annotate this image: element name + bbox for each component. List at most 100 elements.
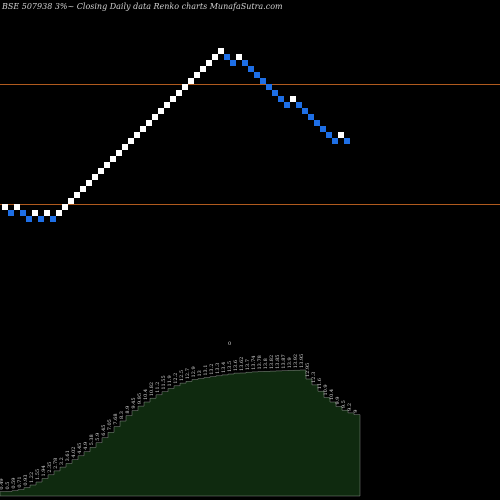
reference-lines bbox=[0, 84, 500, 205]
volume-label: 0.93 bbox=[23, 474, 29, 485]
renko-brick-up bbox=[206, 60, 212, 66]
renko-bricks bbox=[2, 48, 350, 222]
volume-label: 13.2 bbox=[209, 364, 215, 375]
volume-label: 1.94 bbox=[41, 465, 47, 476]
volume-label: 10.4 bbox=[329, 389, 335, 400]
volume-label: 11.2 bbox=[155, 382, 161, 393]
renko-brick-down bbox=[260, 78, 266, 84]
volume-label: 12.7 bbox=[185, 368, 191, 379]
volume-label: 13.8 bbox=[263, 358, 269, 369]
renko-brick-down bbox=[8, 210, 14, 216]
volume-label: 11.55 bbox=[161, 375, 167, 389]
volume-label: 6.45 bbox=[101, 425, 107, 436]
renko-brick-up bbox=[290, 96, 296, 102]
volume-area-path bbox=[0, 369, 361, 497]
volume-label: 12.3 bbox=[311, 372, 317, 383]
renko-brick-down bbox=[230, 60, 236, 66]
renko-brick-up bbox=[32, 210, 38, 216]
volume-label: 4.02 bbox=[71, 447, 77, 458]
renko-brick-up bbox=[62, 204, 68, 210]
renko-brick-up bbox=[128, 138, 134, 144]
renko-brick-up bbox=[98, 168, 104, 174]
renko-brick-up bbox=[110, 156, 116, 162]
renko-brick-down bbox=[296, 102, 302, 108]
renko-brick-down bbox=[332, 138, 338, 144]
renko-brick-up bbox=[44, 210, 50, 216]
volume-label: 1.55 bbox=[35, 469, 41, 480]
volume-label: 10.82 bbox=[149, 382, 155, 396]
renko-brick-down bbox=[38, 216, 44, 222]
volume-label: 0.5 bbox=[5, 482, 11, 490]
volume-label: 13.5 bbox=[227, 361, 233, 372]
volume-label: 10.4 bbox=[143, 389, 149, 400]
volume-label: 2.78 bbox=[53, 458, 59, 469]
volume-label: 13.9 bbox=[287, 357, 293, 368]
renko-brick-up bbox=[74, 192, 80, 198]
volume-label: 2.35 bbox=[47, 462, 53, 473]
renko-brick-up bbox=[176, 90, 182, 96]
renko-brick-up bbox=[164, 102, 170, 108]
renko-brick-up bbox=[188, 78, 194, 84]
volume-label: 12.95 bbox=[305, 363, 311, 377]
renko-brick-up bbox=[86, 180, 92, 186]
renko-brick-up bbox=[194, 72, 200, 78]
volume-label: 8.3 bbox=[119, 411, 125, 419]
volume-label: 13.62 bbox=[239, 357, 245, 371]
volume-label: 13.3 bbox=[215, 363, 221, 374]
volume-label: 11.9 bbox=[167, 375, 173, 386]
renko-brick-up bbox=[218, 48, 224, 54]
renko-brick-down bbox=[308, 114, 314, 120]
volume-label: 12.9 bbox=[191, 366, 197, 377]
volume-label: 9.95 bbox=[137, 393, 143, 404]
volume-label: 13.85 bbox=[275, 355, 281, 369]
volume-label: 13 bbox=[197, 370, 203, 376]
renko-brick-up bbox=[212, 54, 218, 60]
renko-brick-up bbox=[140, 126, 146, 132]
renko-brick-down bbox=[254, 72, 260, 78]
renko-brick-down bbox=[284, 102, 290, 108]
volume-label: 1.22 bbox=[29, 472, 35, 483]
volume-label: 8.9 bbox=[125, 406, 131, 414]
volume-marker-label: 0 bbox=[228, 341, 231, 347]
volume-label: 0.59 bbox=[11, 478, 17, 489]
renko-brick-down bbox=[320, 126, 326, 132]
volume-label: 13.6 bbox=[233, 360, 239, 371]
renko-brick-up bbox=[146, 120, 152, 126]
renko-brick-down bbox=[20, 210, 26, 216]
renko-brick-down bbox=[266, 84, 272, 90]
volume-label: 9.2 bbox=[347, 403, 353, 411]
renko-brick-up bbox=[152, 114, 158, 120]
volume-label: 13.7 bbox=[245, 359, 251, 370]
renko-brick-down bbox=[344, 138, 350, 144]
volume-label: 4.45 bbox=[77, 443, 83, 454]
volume-label: 10.9 bbox=[323, 384, 329, 395]
chart-title: BSE 507938 3%~ Closing Daily data Renko … bbox=[1, 2, 283, 11]
volume-label: 7.05 bbox=[107, 419, 113, 430]
renko-brick-down bbox=[248, 66, 254, 72]
renko-brick-up bbox=[80, 186, 86, 192]
renko-brick-down bbox=[278, 96, 284, 102]
volume-label: 13.95 bbox=[299, 354, 305, 368]
renko-brick-down bbox=[302, 108, 308, 114]
renko-brick-down bbox=[26, 216, 32, 222]
volume-label: 12.2 bbox=[173, 373, 179, 384]
renko-brick-up bbox=[104, 162, 110, 168]
renko-brick-up bbox=[116, 150, 122, 156]
volume-label: 5.38 bbox=[89, 434, 95, 445]
renko-brick-down bbox=[50, 216, 56, 222]
renko-brick-down bbox=[224, 54, 230, 60]
volume-label: 9.45 bbox=[131, 397, 137, 408]
volume-label: 13.74 bbox=[251, 356, 257, 370]
renko-brick-up bbox=[92, 174, 98, 180]
renko-brick-up bbox=[2, 204, 8, 210]
renko-brick-up bbox=[68, 198, 74, 204]
volume-label: 5.9 bbox=[95, 433, 101, 441]
renko-brick-up bbox=[56, 210, 62, 216]
renko-brick-up bbox=[338, 132, 344, 138]
volume-label: 9.5 bbox=[341, 400, 347, 408]
renko-brick-down bbox=[314, 120, 320, 126]
volume-area: 0.49 0.5 0.59 0.71 0.93 1.22 1.55 1.94 2.35 2.78 3… bbox=[0, 354, 361, 497]
renko-brick-up bbox=[158, 108, 164, 114]
renko-brick-up bbox=[182, 84, 188, 90]
